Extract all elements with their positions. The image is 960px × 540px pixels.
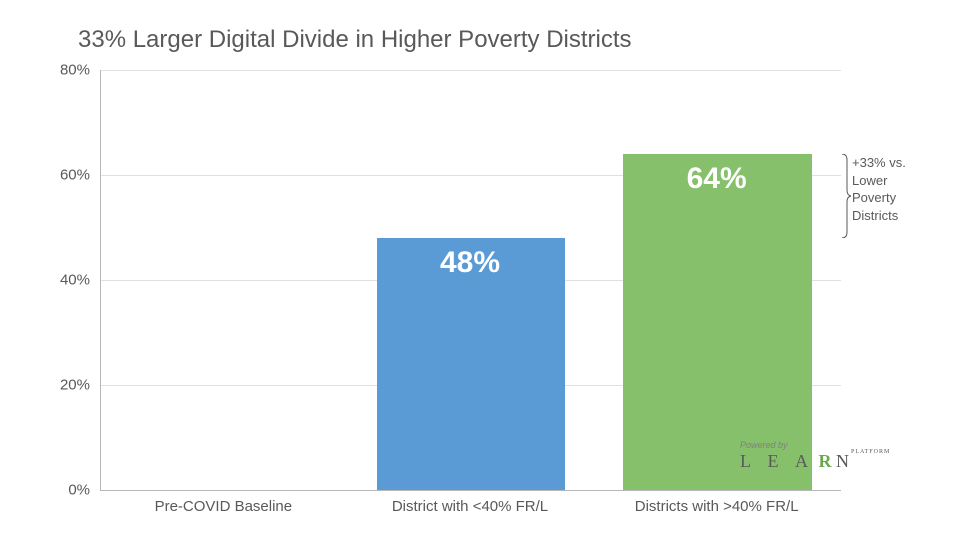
x-axis-category-label: Pre-COVID Baseline: [155, 498, 293, 515]
bar-value-label: 48%: [440, 246, 500, 280]
x-axis-category-label: District with <40% FR/L: [392, 498, 548, 515]
annotation-brace: [841, 154, 851, 238]
annotation-text-line: Lower: [852, 172, 952, 190]
gridline: [101, 70, 841, 71]
y-axis-tick-label: 80%: [0, 62, 90, 79]
powered-by-label: Powered by: [740, 440, 788, 450]
learn-logo: L E A R NPLATFORM: [740, 451, 894, 471]
plot-area: [100, 70, 841, 491]
y-axis-tick-label: 40%: [0, 272, 90, 289]
annotation-text-line: Poverty: [852, 189, 952, 207]
y-axis-tick-label: 60%: [0, 167, 90, 184]
annotation-text-line: +33% vs.: [852, 154, 952, 172]
logo-block: Powered by L E A R NPLATFORM: [740, 440, 894, 472]
chart-container: 33% Larger Digital Divide in Higher Pove…: [0, 0, 960, 540]
chart-title: 33% Larger Digital Divide in Higher Pove…: [78, 26, 632, 54]
annotation-text: +33% vs.LowerPovertyDistricts: [852, 154, 952, 224]
bar-value-label: 64%: [687, 162, 747, 196]
annotation-text-line: Districts: [852, 207, 952, 225]
y-axis-tick-label: 0%: [0, 482, 90, 499]
y-axis-tick-label: 20%: [0, 377, 90, 394]
x-axis-category-label: Districts with >40% FR/L: [635, 498, 799, 515]
